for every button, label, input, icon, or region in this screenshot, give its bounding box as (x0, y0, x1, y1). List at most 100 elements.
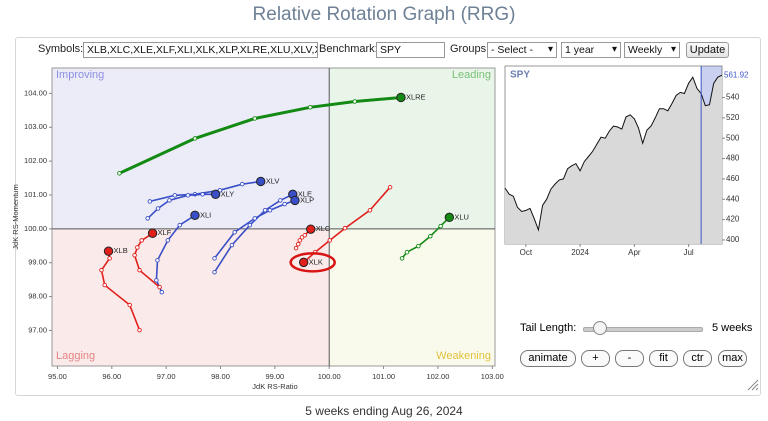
tail-length-value: 5 weeks (712, 322, 753, 334)
x-tick-label: Oct (520, 248, 533, 257)
tail-point (387, 184, 393, 190)
footer: 5 weeks ending Aug 26, 2024 (305, 404, 463, 418)
zoom-in-button[interactable]: + (581, 350, 610, 367)
tail-point (352, 99, 358, 104)
tail-slider[interactable] (583, 327, 703, 332)
tail-point (107, 256, 112, 261)
benchmark-input[interactable]: SPY (376, 42, 445, 58)
tail-point (135, 245, 140, 250)
quadrant (52, 228, 330, 366)
tail-point (232, 229, 237, 235)
tail-point (297, 238, 303, 243)
tail-point (127, 302, 132, 308)
quadrant (329, 228, 495, 366)
resize-grip (747, 379, 759, 391)
tail-point (177, 222, 182, 228)
tail-point (302, 233, 308, 238)
tail-point (404, 249, 410, 255)
tail-point (327, 238, 333, 243)
tail-point (155, 206, 161, 211)
page-title: Relative Rotation Graph (RRG) (252, 4, 516, 25)
head-point (298, 257, 309, 268)
tail-point (185, 193, 191, 198)
y-tick-label: 98.00 (28, 292, 47, 301)
x-tick-label: 103.00 (481, 372, 504, 381)
y-tick-label: 97.00 (28, 325, 47, 334)
benchmark-chart-title: SPY (510, 70, 530, 81)
x-tick-label: 95.00 (48, 372, 67, 381)
x-tick-label: 96.00 (102, 372, 121, 381)
price-area (505, 75, 722, 244)
tail-point (137, 327, 142, 333)
series-label: XLF (158, 228, 172, 237)
tail-point (295, 241, 301, 247)
update-button[interactable]: Update (686, 42, 729, 58)
tail-point (155, 258, 160, 263)
y-tick-label: 540 (726, 93, 740, 102)
tail-point (367, 207, 373, 213)
tail-point (307, 105, 313, 110)
series-label: XLRE (406, 92, 426, 101)
tail-point (137, 267, 142, 273)
symbols-input[interactable]: XLB,XLC,XLE,XLF,XLI,XLK,XLP,XLRE,XLU,XLV… (83, 42, 318, 58)
tail-point (212, 256, 217, 261)
x-tick-label: 98.00 (211, 372, 230, 381)
series-label: XLP (300, 195, 314, 204)
symbols-label: Symbols: (38, 43, 84, 55)
max-button[interactable]: max (718, 350, 747, 367)
period-select[interactable]: 1 year (561, 42, 621, 58)
y-tick-label: 104.00 (24, 88, 47, 97)
head-point (396, 92, 406, 103)
y-tick-label: 500 (726, 133, 740, 142)
tail-point (416, 243, 421, 249)
y-axis-title: JdK RS-Momentum (11, 184, 20, 249)
x-tick-label: Jul (683, 248, 693, 257)
tail-point (229, 242, 235, 248)
fit-button[interactable]: fit (649, 350, 678, 367)
tail-point (99, 267, 104, 273)
tail-point (165, 238, 171, 243)
y-tick-label: 400 (726, 235, 740, 244)
tail-point (132, 253, 137, 258)
series-label: XLC (316, 224, 331, 233)
y-tick-label: 480 (726, 154, 740, 163)
series-label: XLK (309, 257, 323, 266)
tail-point (278, 198, 283, 203)
head-point (306, 224, 316, 234)
head-point (103, 246, 114, 256)
tail-point (438, 223, 443, 229)
center-button[interactable]: ctr (683, 350, 712, 367)
tail-point (399, 256, 405, 261)
tail-point (200, 192, 205, 197)
y-tick-label: 420 (726, 215, 740, 224)
y-tick-label: 100.00 (24, 224, 47, 233)
tail-point (117, 171, 122, 176)
tail-point (239, 181, 245, 187)
tail-point (147, 199, 153, 204)
x-tick-label: 101.00 (372, 372, 395, 381)
y-tick-label: 99.00 (28, 258, 47, 267)
x-tick-label: 97.00 (157, 372, 176, 381)
tail-point (428, 234, 433, 239)
tail-point (102, 282, 107, 288)
benchmark-label: Benchmark: (319, 43, 378, 55)
tail-point (212, 269, 217, 275)
y-tick-label: 520 (726, 113, 740, 122)
y-tick-label: 102.00 (24, 156, 47, 165)
groups-select[interactable]: - Select - (487, 42, 557, 58)
quadrant-label: Improving (56, 69, 104, 81)
head-point (147, 228, 158, 238)
series-label: XLE (298, 189, 312, 198)
frequency-select[interactable]: Weekly (624, 42, 680, 58)
tail-point (247, 222, 253, 228)
animate-button[interactable]: animate (520, 350, 576, 367)
tail (118, 96, 402, 175)
quadrant (52, 68, 330, 229)
x-axis-title: JdK RS-Ratio (252, 382, 297, 391)
tail-point (157, 284, 162, 290)
last-value-label: 561.92 (724, 70, 749, 79)
zoom-out-button[interactable]: - (615, 350, 644, 367)
y-tick-label: 101.00 (24, 190, 47, 199)
tail-point (282, 201, 287, 207)
tail-slider-thumb[interactable] (593, 321, 607, 335)
